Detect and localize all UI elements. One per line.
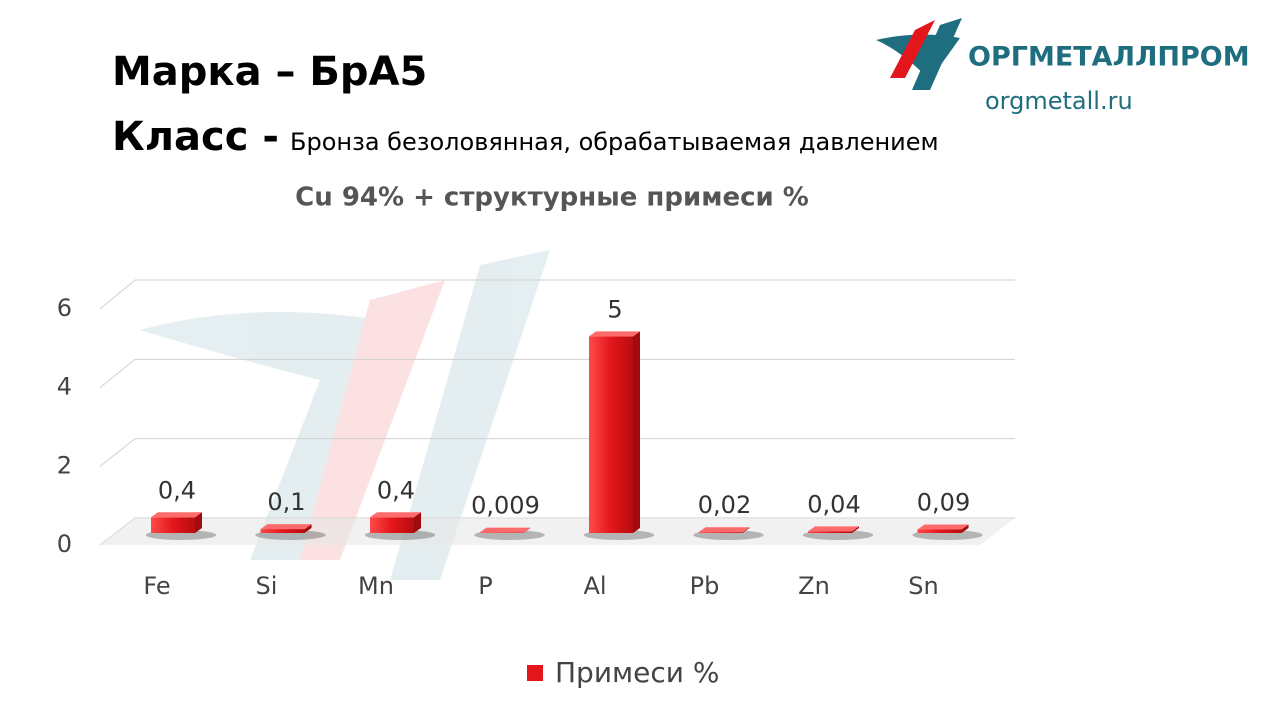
bar-side: [414, 512, 421, 533]
data-label: 0,4: [158, 476, 196, 504]
logo-name: ОРГМЕТАЛЛПРОМ: [968, 42, 1250, 73]
x-tick-label: Sn: [908, 572, 938, 600]
bar: [260, 529, 305, 533]
bar-top: [151, 512, 202, 518]
bar-top: [698, 527, 750, 533]
grade: Марка – БрА5: [112, 49, 427, 95]
bar: [151, 517, 195, 533]
bar: [917, 529, 962, 533]
data-label: 0,4: [377, 476, 415, 504]
data-label: 0,1: [267, 488, 305, 516]
bar-top: [370, 512, 421, 518]
bar-side: [633, 331, 640, 533]
watermark: [140, 250, 550, 580]
class-label: Класс -: [112, 114, 279, 160]
y-tick-label: 2: [57, 451, 72, 479]
bar-top: [808, 526, 859, 532]
bar: [370, 517, 414, 533]
x-tick-label: Si: [256, 572, 278, 600]
floor: [100, 518, 1015, 545]
data-label: 0,009: [471, 492, 540, 520]
bar-top: [917, 524, 969, 530]
data-label: 0,09: [917, 488, 970, 516]
bar-side: [961, 524, 969, 533]
legend-swatch: [527, 665, 543, 681]
bar-top: [479, 527, 531, 533]
x-tick-label: Zn: [798, 572, 830, 600]
grid-line: [99, 279, 1015, 310]
x-tick-label: P: [478, 572, 492, 600]
bar-side: [195, 512, 202, 533]
grid-line: [99, 438, 1015, 467]
grid-line: [99, 358, 1015, 389]
logo-icon: [876, 18, 962, 90]
data-label: 0,02: [698, 491, 751, 519]
chart-title: Cu 94% + структурные примеси %: [295, 183, 809, 213]
legend-label: Примеси %: [555, 656, 719, 689]
bar-side: [523, 527, 531, 533]
bar-top: [260, 524, 312, 530]
data-label: 0,04: [807, 490, 860, 518]
bar-top: [589, 331, 640, 337]
x-tick-label: Mn: [358, 572, 394, 600]
bar-side: [304, 524, 312, 533]
x-tick-label: Fe: [143, 572, 170, 600]
data-label: 5: [607, 295, 622, 323]
x-tick-label: Pb: [690, 572, 720, 600]
logo-url: orgmetall.ru: [985, 87, 1133, 115]
bar: [808, 531, 852, 533]
y-tick-label: 6: [57, 294, 72, 322]
x-tick-label: Al: [583, 572, 606, 600]
class-text: Бронза безоловянная, обрабатываемая давл…: [290, 128, 939, 156]
bar: [589, 336, 633, 533]
bar: [698, 532, 743, 533]
y-tick-label: 0: [57, 530, 72, 558]
bar-side: [742, 527, 750, 533]
y-tick-label: 4: [57, 373, 72, 401]
bar-side: [852, 526, 859, 533]
